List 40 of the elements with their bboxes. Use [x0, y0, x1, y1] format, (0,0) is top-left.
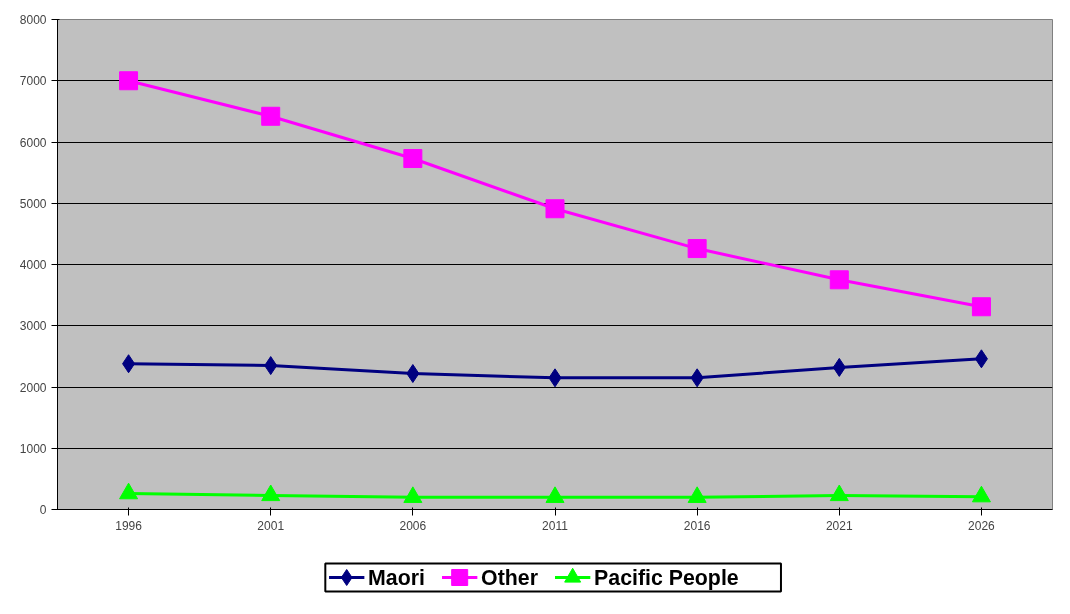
y-tick-label: 1000 [19, 441, 47, 456]
point [687, 239, 707, 259]
point [264, 356, 278, 376]
point [829, 484, 849, 502]
point [971, 297, 991, 317]
point [545, 486, 565, 503]
point [974, 349, 988, 369]
legend-label: Pacific People [594, 565, 739, 590]
point [261, 106, 281, 126]
point [687, 486, 707, 503]
y-tick-label: 4000 [19, 258, 47, 272]
point [403, 486, 423, 503]
point [403, 149, 423, 169]
x-tick-label: 2016 [683, 518, 711, 533]
x-tick-label: 2006 [399, 518, 427, 533]
point [690, 368, 704, 388]
point [832, 357, 846, 377]
y-tick-label: 0 [39, 503, 47, 517]
x-tick-label: 2021 [825, 518, 853, 533]
x-tick-label: 2011 [542, 518, 569, 533]
point [119, 482, 139, 500]
y-tick-label: 7000 [19, 74, 47, 89]
point [548, 368, 562, 388]
point [122, 354, 136, 374]
y-tick-label: 6000 [19, 135, 47, 150]
point [545, 199, 565, 219]
point [119, 71, 139, 91]
x-tick-label: 2026 [968, 518, 996, 533]
y-tick-label: 8000 [19, 13, 47, 27]
point [971, 485, 991, 503]
x-tick-label: 2001 [257, 518, 285, 533]
point [261, 484, 281, 502]
y-tick-label: 3000 [19, 319, 47, 334]
point [829, 270, 849, 290]
legend-label: Other [481, 565, 538, 590]
point [406, 364, 420, 384]
legend-label: Maori [368, 565, 425, 590]
x-tick-label: 1996 [115, 518, 143, 533]
y-tick-label: 2000 [19, 380, 47, 395]
y-tick-label: 5000 [19, 196, 47, 211]
